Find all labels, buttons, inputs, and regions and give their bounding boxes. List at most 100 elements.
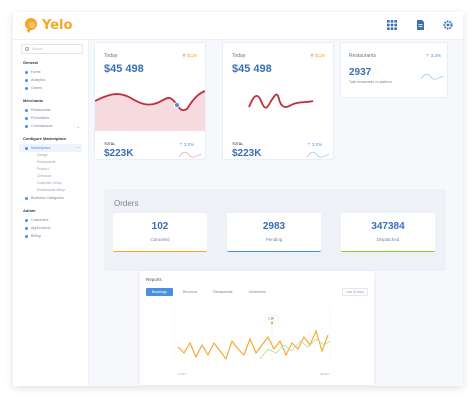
sidebar-item-label: Orders xyxy=(31,86,42,90)
orders-title: Orders xyxy=(114,199,139,208)
chart-tooltip xyxy=(263,314,279,322)
sparkline xyxy=(421,73,443,80)
sidebar-subitem-checkout[interactable]: Checkout xyxy=(37,174,52,178)
sidebar-subitem-customer-setup[interactable]: Customer Setup xyxy=(37,181,62,185)
card-label: Restaurants xyxy=(349,53,376,59)
sidebar-item-billing[interactable]: Billing xyxy=(19,232,82,240)
gear-icon[interactable] xyxy=(443,20,453,30)
tab-customers[interactable]: Customers xyxy=(248,290,266,294)
section-admin: Admin xyxy=(23,208,36,213)
document-icon[interactable] xyxy=(415,20,425,30)
badge-value: $126 xyxy=(314,53,325,58)
total-value: $223K xyxy=(104,148,134,159)
series-bookings xyxy=(177,329,329,361)
sidebar-item-label: Restaurants xyxy=(31,108,51,112)
revenue-card-middle: Today ⚲ $126 $45 498 TOTAL ⇡ 3.2% $223K xyxy=(222,42,334,160)
marketplace-icon xyxy=(25,146,28,150)
tab-revenue[interactable]: Revenue xyxy=(182,290,198,294)
tab-bookings[interactable]: Bookings xyxy=(146,288,173,296)
sidebar-item-analytics[interactable]: Analytics xyxy=(19,76,82,84)
card-value: 2937 xyxy=(349,67,372,78)
application-icon xyxy=(25,226,28,230)
period-select[interactable]: Last 30 days xyxy=(341,288,368,296)
search-icon xyxy=(25,47,29,51)
badge-value: 3.2% xyxy=(430,53,441,58)
sidebar-item-home[interactable]: Home xyxy=(19,68,82,76)
logo[interactable]: Yelo xyxy=(23,16,72,34)
sidebar: Search General Home Analytics Orders Mer… xyxy=(13,40,89,386)
sidebar-item-orders[interactable]: Orders xyxy=(19,84,82,92)
total-badge: ⇡ 3.2% xyxy=(307,142,323,147)
card-label: Today xyxy=(104,53,118,59)
app-name: Yelo xyxy=(42,17,73,33)
app-window: Yelo Search General Home Analytics Order… xyxy=(13,12,463,386)
badge-value: 3.2% xyxy=(184,142,195,147)
reports-panel: Reports Bookings Revenue Restaurants Cus… xyxy=(140,271,374,385)
sidebar-subitem-restaurants[interactable]: Restaurants xyxy=(37,160,56,164)
card-value: $45 498 xyxy=(104,63,144,75)
sidebar-item-restaurants[interactable]: Restaurants xyxy=(19,106,82,114)
sidebar-item-label: Promotions xyxy=(31,116,50,120)
tab-restaurants[interactable]: Restaurants xyxy=(213,290,233,294)
card-badge: ⚲ $126 xyxy=(310,53,325,59)
sidebar-item-business-categories[interactable]: Business Categories xyxy=(19,194,82,202)
analytics-icon xyxy=(25,78,28,82)
top-bar: Yelo xyxy=(13,12,463,40)
chart-point[interactable] xyxy=(174,102,180,108)
grid-icon[interactable] xyxy=(387,20,397,30)
section-configure-marketplace: Configure Marketplace xyxy=(23,136,67,141)
commission-icon xyxy=(25,124,28,128)
total-label: TOTAL xyxy=(104,142,116,146)
restaurants-card: Restaurants ⇡ 3.2% 2937 Total restaurant… xyxy=(340,42,448,98)
card-value: $45 498 xyxy=(232,63,272,75)
tooltip-value: 1.2k xyxy=(268,317,274,321)
section-merchants: Merchants xyxy=(23,98,44,103)
sidebar-item-promotions[interactable]: Promotions xyxy=(19,114,82,122)
category-icon xyxy=(25,196,28,200)
sidebar-item-customers[interactable]: Customers xyxy=(19,216,82,224)
sidebar-item-commissions[interactable]: Commissions ⌄ xyxy=(19,122,82,130)
orders-icon xyxy=(25,86,28,90)
chevron-down-icon: ⌄ xyxy=(76,123,80,129)
card-label: Today xyxy=(232,53,246,59)
card-badge: ⚲ $126 xyxy=(182,53,197,59)
sparkline xyxy=(307,151,329,158)
reports-title: Reports xyxy=(146,277,162,282)
revenue-line-chart xyxy=(248,93,314,109)
sidebar-item-applications[interactable]: Applications xyxy=(19,224,82,232)
order-card-canceled[interactable]: 102 Canceled xyxy=(113,213,207,252)
chart-point[interactable] xyxy=(270,321,274,325)
card-badge: ⇡ 3.2% xyxy=(425,53,441,58)
pin-icon: ⚲ xyxy=(182,53,186,58)
sidebar-subitem-product[interactable]: Product xyxy=(37,167,49,171)
reports-line-chart: 1.2k 1 Nov 30 Nov xyxy=(173,305,331,376)
revenue-area-chart xyxy=(95,90,205,131)
order-label: Dispatched xyxy=(376,237,400,242)
sidebar-subitem-design[interactable]: Design xyxy=(37,153,48,157)
home-icon xyxy=(25,70,28,74)
section-general: General xyxy=(23,60,38,65)
sidebar-item-label: Applications xyxy=(31,226,51,230)
sidebar-item-label: Commissions xyxy=(31,124,53,128)
revenue-card-left: Today ⚲ $126 $45 498 TOTAL ⇡ 3.2% $223K xyxy=(94,42,206,160)
order-card-pending[interactable]: 2983 Pending xyxy=(227,213,321,252)
search-input[interactable]: Search xyxy=(21,44,83,54)
sidebar-item-label: Marketplace xyxy=(31,146,51,150)
total-label: TOTAL xyxy=(232,142,244,146)
order-label: Pending xyxy=(265,237,283,242)
x-tick-label: 30 Nov xyxy=(320,372,330,376)
card-subtext: Total restaurants on platform xyxy=(349,80,392,84)
sidebar-item-marketplace[interactable]: Marketplace ⌃ xyxy=(19,144,82,152)
sidebar-item-label: Customers xyxy=(31,218,49,222)
order-card-dispatched[interactable]: 347384 Dispatched xyxy=(341,213,435,252)
series-secondary xyxy=(259,338,331,360)
search-placeholder: Search xyxy=(32,47,44,51)
badge-value: 3.2% xyxy=(312,142,323,147)
sidebar-item-label: Business Categories xyxy=(31,196,64,200)
sidebar-item-label: Home xyxy=(31,70,41,74)
lion-logo-icon xyxy=(25,18,37,33)
pin-icon: ⚲ xyxy=(310,53,314,58)
sidebar-subitem-restaurants-setup[interactable]: Restaurants Setup xyxy=(37,188,66,192)
chevron-down-icon: ⌃ xyxy=(76,145,80,151)
orders-panel: Orders 102 Canceled 2983 Pending 347384 … xyxy=(104,189,446,271)
